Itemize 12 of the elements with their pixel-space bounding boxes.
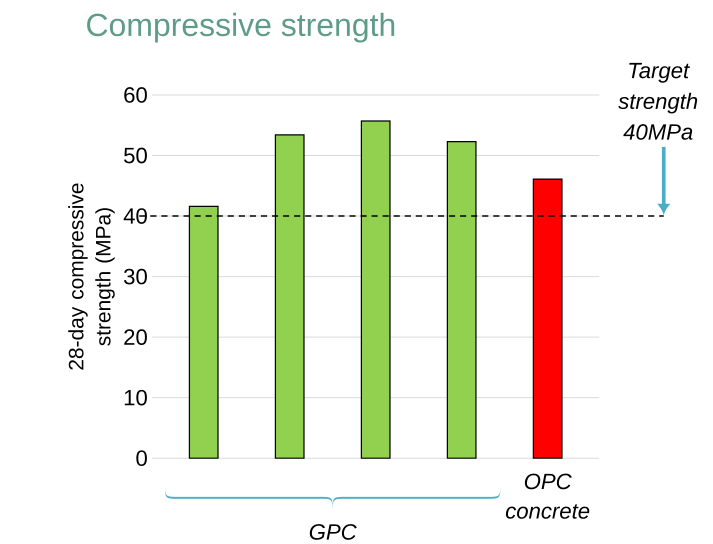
y-axis-title: 28-day compressive strength (MPa): [68, 183, 115, 370]
y-tick-label: 40: [124, 208, 147, 224]
y-tick-label: 20: [124, 329, 147, 345]
ref-line-label: Target strength 40MPa: [618, 62, 698, 140]
text: GPC: [310, 524, 357, 540]
y-tick-label: 10: [124, 390, 147, 406]
y-tick-label: 50: [124, 148, 147, 164]
y-tick-label: 0: [136, 450, 147, 466]
y-tick-label: 30: [124, 268, 147, 284]
chart-title: Compressive strength: [87, 12, 394, 43]
y-tick-label: 60: [124, 87, 147, 103]
x-tick-label: OPC concrete: [506, 474, 590, 519]
